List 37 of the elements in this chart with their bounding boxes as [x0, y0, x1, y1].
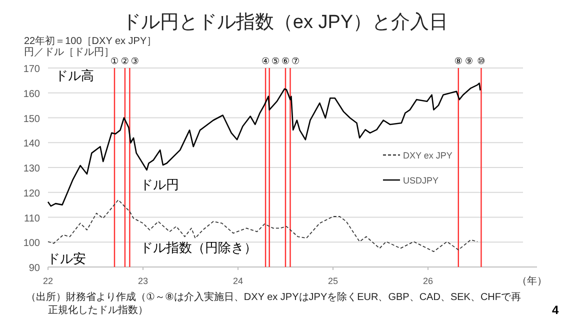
ref-line-label: ⑩ — [477, 56, 486, 66]
x-tick-label: 25 — [328, 276, 338, 286]
text: （出所）財務省より作成（①～⑧は介入実施日、DXY ex JPYはJPYを除くEUR、GBP、CAD、SEK、CHFで再正規化したドル指数） — [26, 291, 522, 316]
y-tick-label: 160 — [23, 88, 40, 100]
y-tick-label: 110 — [24, 213, 40, 224]
text: ⑨ — [464, 56, 474, 66]
x-axis-title: （年） — [517, 275, 547, 287]
line-series — [48, 199, 478, 252]
legend-label: USDJPY — [403, 176, 439, 186]
ref-line-label: ② — [120, 56, 129, 66]
x-tick-label: 26 — [422, 276, 434, 286]
x-tick-label: 24 — [232, 276, 244, 286]
y-tick-label: 120 — [23, 188, 40, 200]
x-tick-label: 23 — [138, 276, 148, 286]
annotation: ドル高 — [55, 68, 94, 83]
ref-line-label: ① — [110, 56, 119, 66]
y-tick-label: 100 — [23, 238, 40, 250]
ref-line-label: ⑦ — [292, 56, 300, 66]
y-tick-label: 140 — [23, 138, 40, 150]
annotation: ドル指数（円除き） — [140, 240, 257, 255]
ref-line-label: ⑤ — [272, 56, 280, 66]
ref-line-label: ⑥ — [282, 56, 290, 66]
line-series — [47, 82, 481, 207]
y-tick-label: 90 — [28, 263, 40, 274]
x-tick-label: 22 — [42, 276, 54, 286]
annotation: ドル安 — [47, 251, 86, 266]
ref-line-label: ⑧ — [454, 56, 462, 66]
ref-line-label: ④ — [262, 56, 270, 66]
y-tick-label: 170 — [23, 64, 40, 75]
ref-line-label: ③ — [130, 56, 139, 66]
chart-title: ドル円とドル指数（ex JPY）と介入日 — [122, 12, 448, 33]
y-tick-label: 150 — [23, 114, 40, 125]
legend-label: DXY ex JPY — [403, 150, 452, 160]
annotation: ドル円 — [140, 177, 179, 192]
y-tick-label: 130 — [23, 164, 40, 174]
text: 4 — [552, 303, 559, 317]
y-axis-title: 22年初＝100［DXY ex JPY］円／ドル［ドル円］ — [24, 35, 157, 58]
